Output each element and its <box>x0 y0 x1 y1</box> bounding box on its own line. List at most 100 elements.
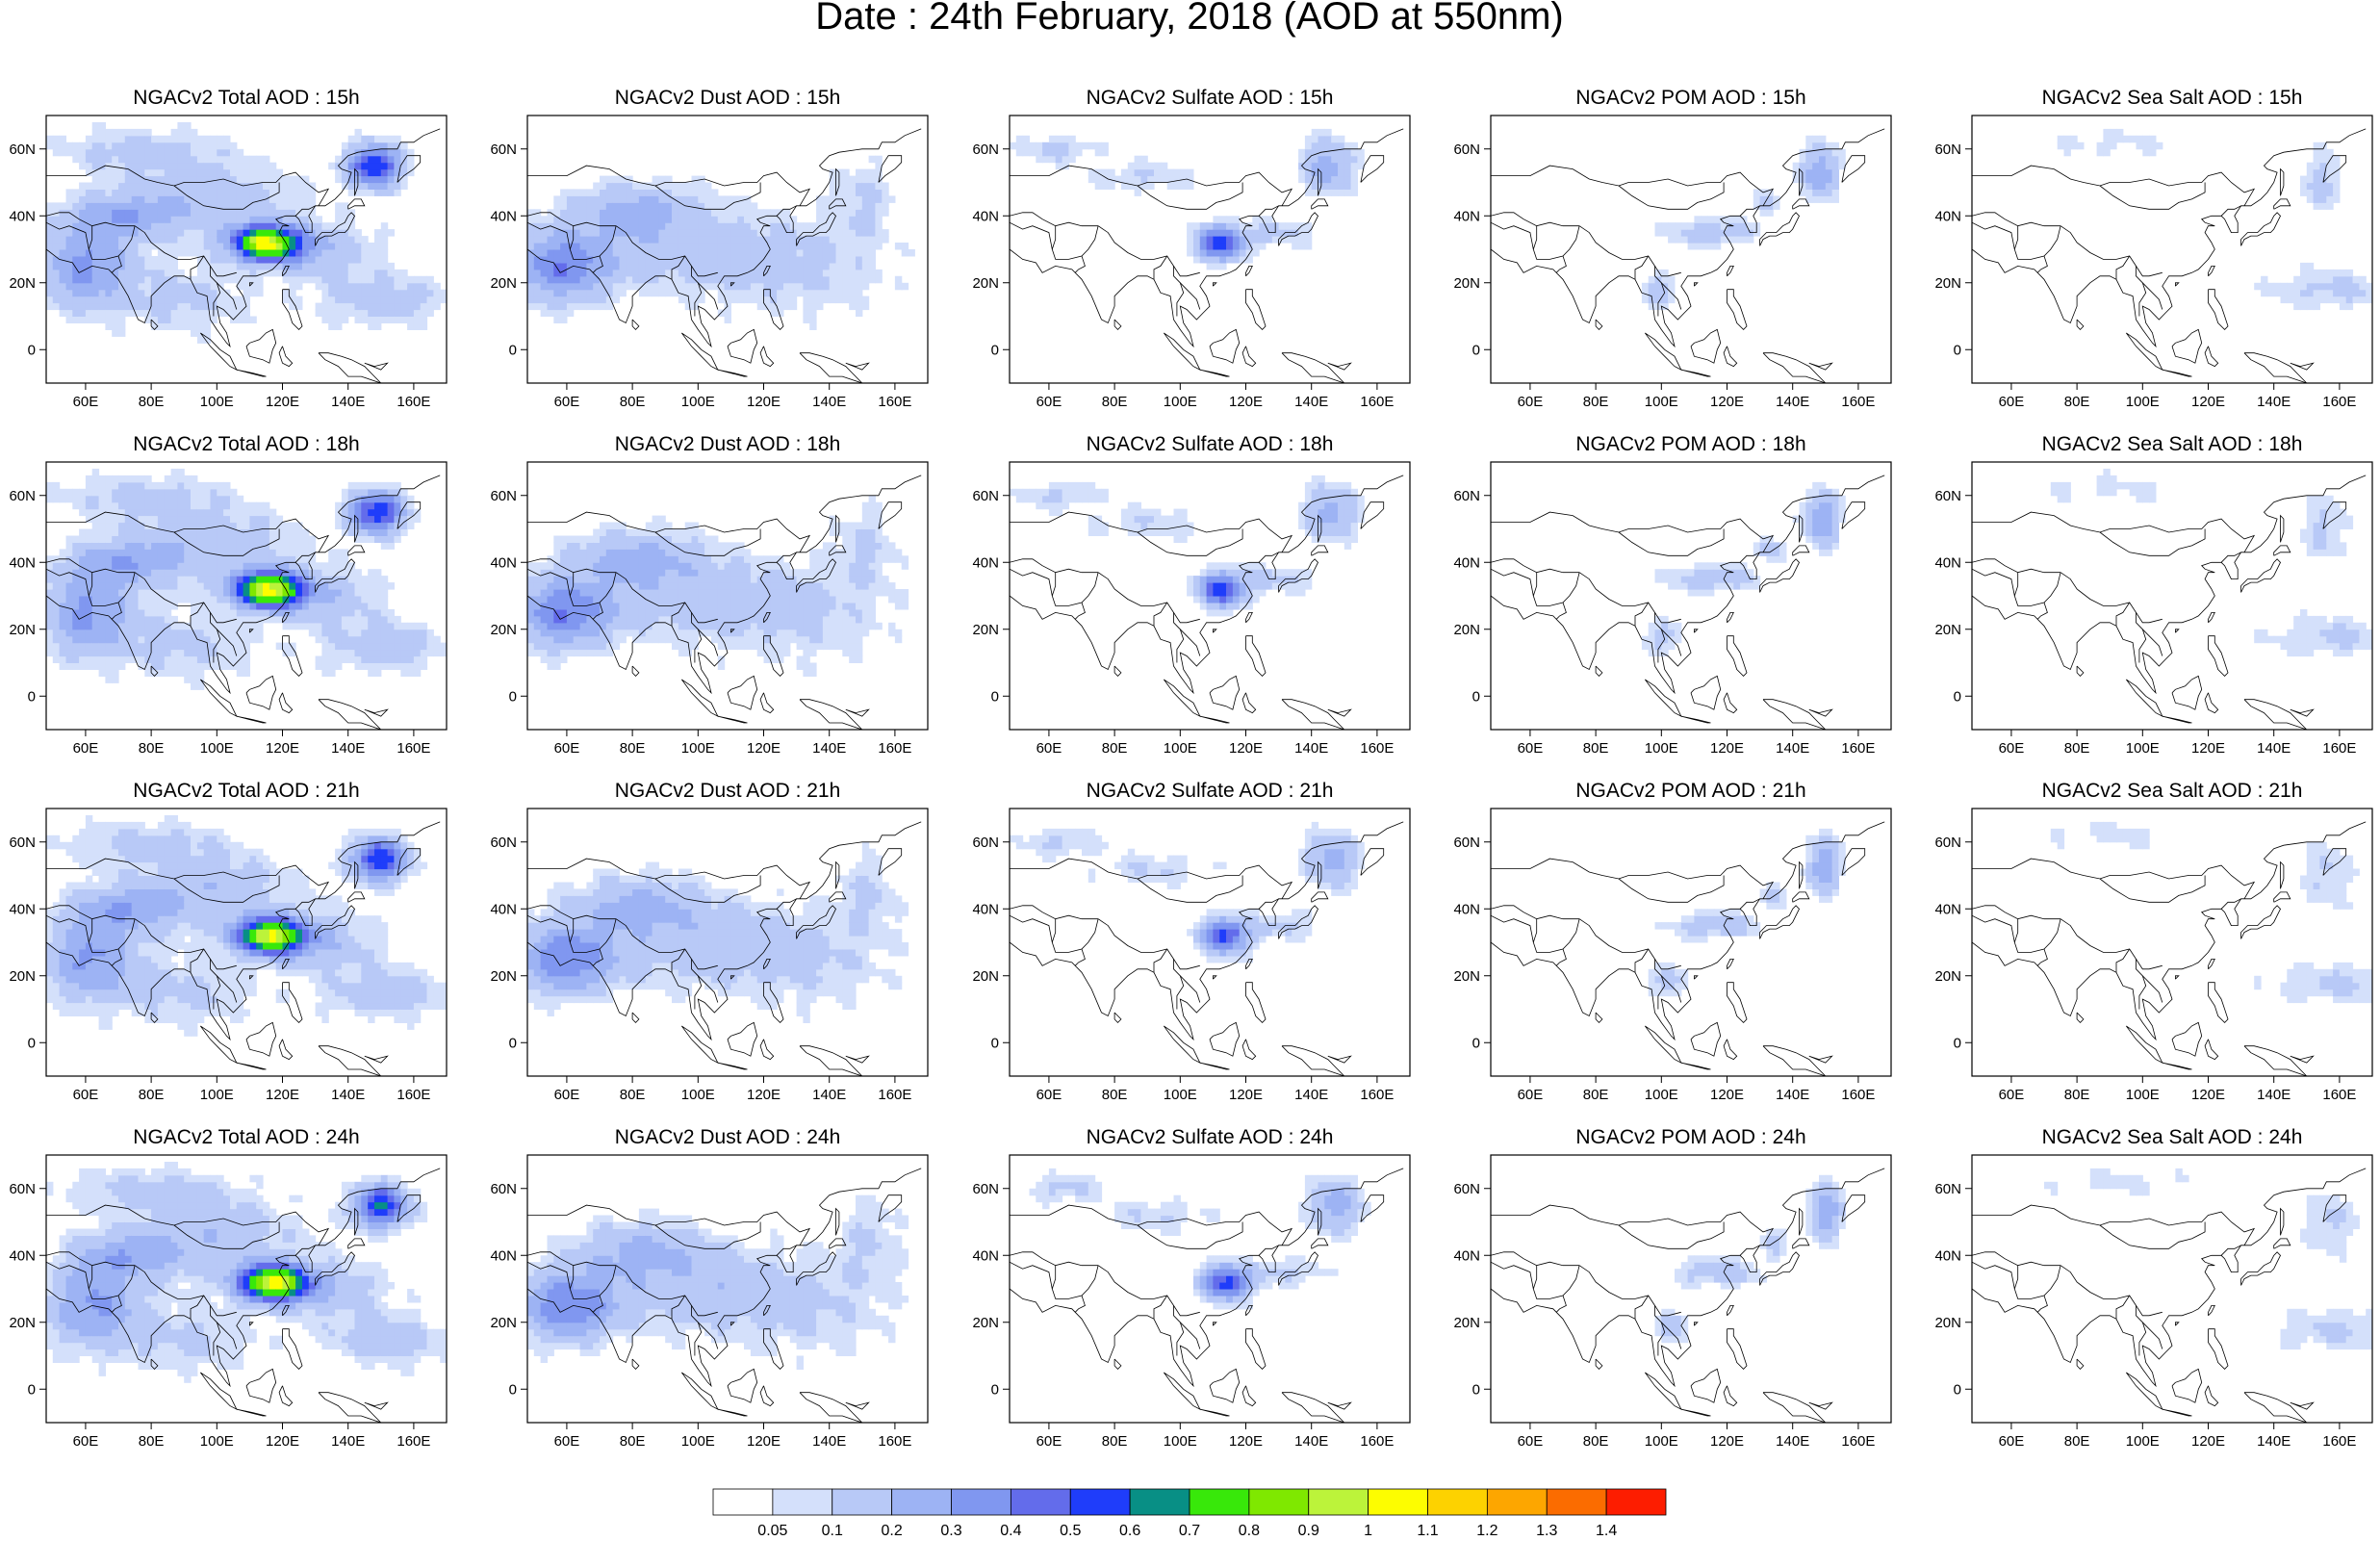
x-tick-label: 100E <box>1645 1433 1678 1450</box>
y-tick-label: 60N <box>972 1181 999 1197</box>
colorbar-label: 0.5 <box>1060 1523 1081 1536</box>
colorbar-swatch <box>892 1489 952 1515</box>
x-tick-label: 60E <box>554 1433 580 1450</box>
colorbar-label: 0.3 <box>940 1523 961 1536</box>
x-tick-label: 80E <box>2064 740 2090 757</box>
x-tick-label: 80E <box>1583 740 1609 757</box>
x-tick-label: 60E <box>554 1087 580 1103</box>
y-tick-label: 20N <box>972 968 999 985</box>
x-tick-label: 140E <box>812 394 846 410</box>
x-tick-label: 100E <box>1645 1087 1678 1103</box>
y-tick-label: 0 <box>1472 342 1480 358</box>
x-tick-label: 100E <box>200 394 234 410</box>
y-tick-label: 0 <box>509 1035 517 1051</box>
colorbar-label: 0.05 <box>757 1523 787 1536</box>
x-tick-label: 160E <box>878 740 911 757</box>
x-tick-label: 80E <box>1102 1087 1128 1103</box>
x-tick-label: 120E <box>1229 394 1263 410</box>
panel-title: NGACv2 POM AOD : 21h <box>1575 780 1805 802</box>
panel-title: NGACv2 Total AOD : 15h <box>133 87 359 109</box>
x-tick-label: 60E <box>554 740 580 757</box>
x-tick-label: 80E <box>1102 394 1128 410</box>
x-tick-label: 140E <box>331 1087 365 1103</box>
y-tick-label: 0 <box>28 1035 36 1051</box>
x-tick-label: 120E <box>266 1433 299 1450</box>
x-tick-label: 80E <box>139 1087 165 1103</box>
y-tick-label: 20N <box>1934 1315 1961 1331</box>
x-tick-label: 160E <box>1841 1087 1875 1103</box>
aod-field <box>46 815 448 1037</box>
x-tick-label: 80E <box>620 394 646 410</box>
colorbar-label: 1 <box>1364 1523 1372 1536</box>
y-tick-label: 0 <box>1954 1035 1961 1051</box>
y-tick-label: 0 <box>28 342 36 358</box>
y-tick-label: 60N <box>972 835 999 851</box>
x-tick-label: 100E <box>1164 1433 1197 1450</box>
colorbar-swatch <box>1487 1489 1547 1515</box>
x-tick-label: 160E <box>1841 740 1875 757</box>
y-tick-label: 60N <box>9 141 36 158</box>
x-tick-label: 120E <box>747 1087 781 1103</box>
aod-field <box>1649 829 1846 996</box>
x-tick-label: 120E <box>1710 740 1744 757</box>
panel-title: NGACv2 Sea Salt AOD : 18h <box>2042 433 2303 455</box>
y-tick-label: 40N <box>1453 554 1480 571</box>
x-tick-label: 140E <box>1776 1087 1809 1103</box>
y-tick-label: 40N <box>9 901 36 917</box>
x-tick-label: 160E <box>1360 1087 1394 1103</box>
panel-title: NGACv2 POM AOD : 18h <box>1575 433 1805 455</box>
x-tick-label: 60E <box>1036 740 1062 757</box>
x-tick-label: 140E <box>1294 394 1328 410</box>
x-tick-label: 100E <box>1164 1087 1197 1103</box>
x-tick-label: 160E <box>2322 1087 2356 1103</box>
y-tick-label: 0 <box>1954 1381 1961 1398</box>
y-tick-label: 40N <box>490 208 517 224</box>
y-tick-label: 20N <box>9 1315 36 1331</box>
y-tick-label: 40N <box>1453 1247 1480 1264</box>
x-tick-label: 80E <box>139 394 165 410</box>
y-tick-label: 40N <box>972 901 999 917</box>
y-tick-label: 40N <box>972 1247 999 1264</box>
x-tick-label: 60E <box>1999 1087 2025 1103</box>
x-tick-label: 120E <box>1710 1087 1744 1103</box>
x-tick-label: 100E <box>200 1433 234 1450</box>
x-tick-label: 140E <box>1294 1433 1328 1450</box>
x-tick-label: 120E <box>2191 1087 2225 1103</box>
y-tick-label: 0 <box>509 688 517 705</box>
x-tick-label: 140E <box>812 1087 846 1103</box>
y-tick-label: 40N <box>9 554 36 571</box>
x-tick-label: 140E <box>1776 394 1809 410</box>
x-tick-label: 140E <box>812 1433 846 1450</box>
x-tick-label: 100E <box>1164 394 1197 410</box>
x-tick-label: 160E <box>1841 1433 1875 1450</box>
x-tick-label: 160E <box>1360 1433 1394 1450</box>
y-tick-label: 60N <box>490 141 517 158</box>
x-tick-label: 160E <box>1360 394 1394 410</box>
panel-title: NGACv2 POM AOD : 15h <box>1575 87 1805 109</box>
x-tick-label: 160E <box>878 1087 911 1103</box>
x-tick-label: 160E <box>397 740 430 757</box>
y-tick-label: 60N <box>1453 488 1480 504</box>
y-tick-label: 20N <box>1934 968 1961 985</box>
colorbar-label: 1.2 <box>1476 1523 1497 1536</box>
panel-title: NGACv2 Total AOD : 24h <box>133 1126 359 1148</box>
x-tick-label: 120E <box>266 394 299 410</box>
x-tick-label: 160E <box>1841 394 1875 410</box>
aod-field <box>1655 1175 1846 1343</box>
y-tick-label: 60N <box>490 488 517 504</box>
x-tick-label: 100E <box>1645 394 1678 410</box>
panel-title: NGACv2 Sea Salt AOD : 24h <box>2042 1126 2303 1148</box>
y-tick-label: 40N <box>9 1247 36 1264</box>
aod-field <box>1010 475 1365 617</box>
x-tick-label: 140E <box>331 1433 365 1450</box>
panel-title: NGACv2 Total AOD : 21h <box>133 780 359 802</box>
panel-title: NGACv2 Sulfate AOD : 18h <box>1087 433 1334 455</box>
panel-title: NGACv2 POM AOD : 24h <box>1575 1126 1805 1148</box>
x-tick-label: 60E <box>1518 1087 1544 1103</box>
